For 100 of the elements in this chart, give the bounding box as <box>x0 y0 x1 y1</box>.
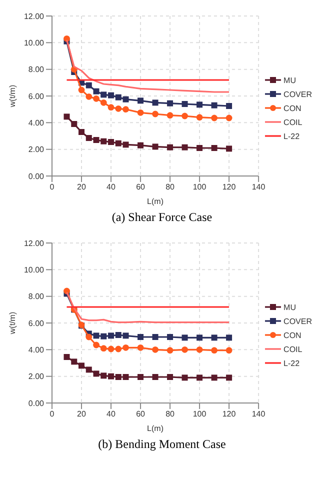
legend-label: L-22 <box>284 358 300 368</box>
x-tick-label: 20 <box>77 182 87 192</box>
legend-label: COVER <box>284 90 312 98</box>
x-tick-label: 140 <box>252 182 266 192</box>
point <box>108 139 114 145</box>
y-tick-label: 0.00 <box>28 398 45 408</box>
point <box>78 86 85 94</box>
point <box>100 333 107 340</box>
point <box>166 347 174 354</box>
point <box>167 334 174 340</box>
point <box>167 144 174 150</box>
point <box>152 346 158 353</box>
y-tick-label: 12.00 <box>24 12 45 21</box>
point <box>86 366 92 373</box>
text: (b) Bending Moment Case <box>97 437 227 452</box>
x-tick-label: 80 <box>166 410 176 419</box>
point <box>64 114 70 120</box>
point <box>100 138 107 144</box>
y-tick-label: 10.00 <box>24 266 45 275</box>
point <box>93 342 100 348</box>
point <box>108 346 114 352</box>
point <box>78 129 85 135</box>
point <box>196 114 203 121</box>
point <box>108 332 114 339</box>
x-axis-title: L(m) <box>147 424 164 433</box>
point <box>100 92 107 98</box>
point <box>196 374 203 381</box>
point <box>100 345 107 352</box>
y-tick-label: 2.00 <box>28 372 45 382</box>
y-tick-label: 4.00 <box>28 346 45 355</box>
x-tick-label: 0 <box>50 410 55 419</box>
point <box>211 374 218 381</box>
point <box>86 82 92 88</box>
point <box>108 373 114 380</box>
point <box>64 354 70 360</box>
point <box>226 347 232 354</box>
y-tick-label: 10.00 <box>24 38 45 48</box>
point <box>152 100 158 106</box>
point <box>122 332 129 339</box>
legend-label: COVER <box>284 316 312 326</box>
point <box>182 374 188 381</box>
point <box>182 334 188 341</box>
point <box>122 96 129 102</box>
text: (a) Shear Force Case <box>110 210 214 225</box>
y-tick-label: 6.00 <box>28 318 45 328</box>
point <box>152 144 158 150</box>
point <box>93 370 100 377</box>
point <box>115 105 122 112</box>
point <box>122 142 129 148</box>
legend-label: L-22 <box>284 132 300 140</box>
legend-label: COIL <box>284 118 302 126</box>
x-tick-label: 120 <box>222 182 236 192</box>
point <box>182 112 188 120</box>
point <box>100 372 107 379</box>
point <box>122 344 129 351</box>
point <box>211 145 218 151</box>
point <box>115 346 122 352</box>
point <box>138 334 144 340</box>
point <box>108 104 114 111</box>
legend-label: MU <box>284 302 296 312</box>
point <box>167 100 174 106</box>
point <box>115 140 122 146</box>
x-axis-title: L(m) <box>147 197 164 206</box>
point <box>71 121 78 127</box>
y-tick-label: 8.00 <box>28 292 45 302</box>
x-tick-label: 100 <box>192 182 207 192</box>
point <box>226 374 232 381</box>
point <box>182 144 188 150</box>
point <box>226 334 232 341</box>
x-tick-label: 60 <box>136 182 146 192</box>
point <box>137 344 144 351</box>
legend-label: MU <box>284 76 296 84</box>
point <box>86 93 92 100</box>
x-tick-label: 20 <box>77 410 87 419</box>
point <box>138 374 144 380</box>
point <box>196 102 203 108</box>
point <box>138 142 144 148</box>
point <box>86 135 92 141</box>
point <box>211 114 218 122</box>
y-axis-title: w(t/m) <box>8 312 17 336</box>
point <box>100 99 107 106</box>
point <box>93 137 100 143</box>
point <box>93 95 100 102</box>
point <box>93 88 100 94</box>
point <box>122 106 129 113</box>
point <box>211 102 218 108</box>
point <box>64 35 70 42</box>
point <box>226 103 232 109</box>
x-tick-label: 140 <box>252 410 266 419</box>
y-tick-label: 12.00 <box>24 238 45 248</box>
point <box>78 362 85 369</box>
legend-label: CON <box>284 104 302 112</box>
point <box>211 347 218 354</box>
point <box>167 374 174 380</box>
y-tick-label: 6.00 <box>28 92 45 101</box>
point <box>152 110 158 118</box>
point <box>86 334 92 340</box>
point <box>108 92 114 98</box>
legend-label: COIL <box>284 344 302 354</box>
point <box>196 145 203 151</box>
